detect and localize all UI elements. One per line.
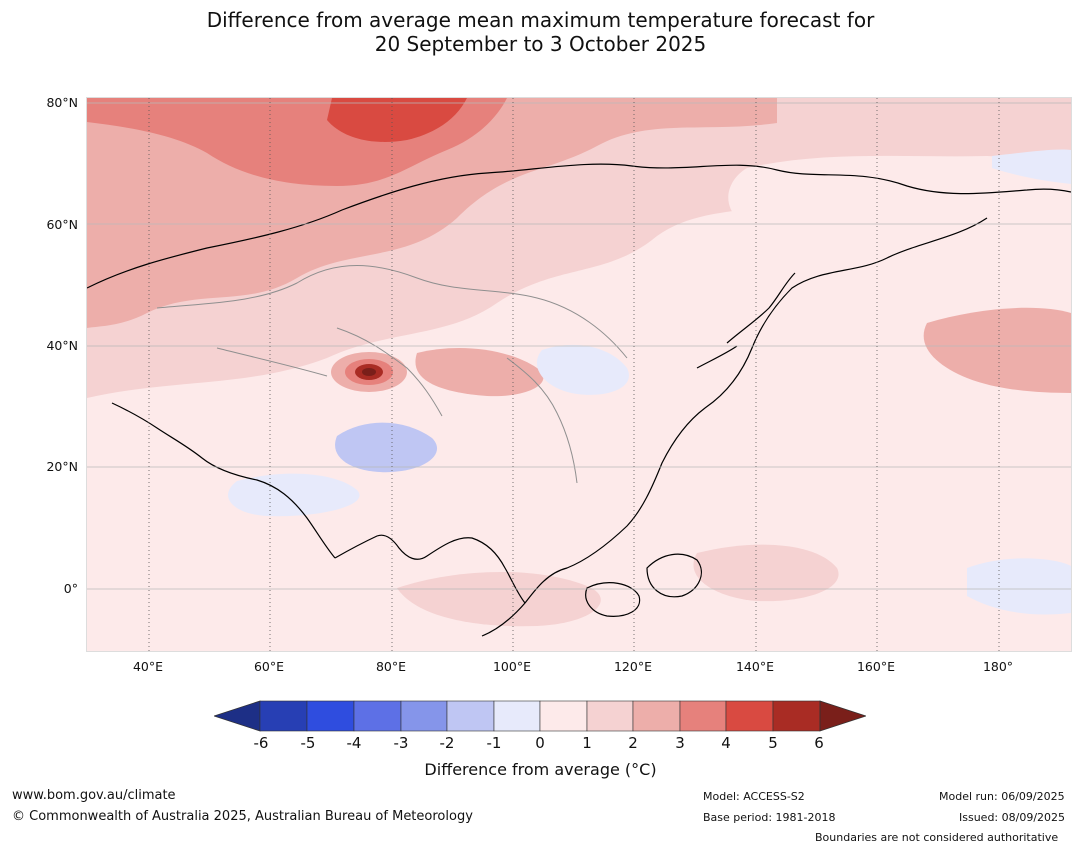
longitude-label-60e: 60°E bbox=[253, 659, 285, 674]
colorbar-segment--5 bbox=[306, 700, 355, 732]
japan-coastline bbox=[696, 272, 796, 369]
asia-coastline bbox=[87, 163, 1071, 637]
longitude-label-40e: 40°E bbox=[132, 659, 164, 674]
map-title: Difference from average mean maximum tem… bbox=[0, 8, 1081, 56]
colorbar-segment-4 bbox=[725, 700, 774, 732]
longitude-label-180: 180° bbox=[982, 659, 1014, 674]
forecast-map bbox=[86, 97, 1072, 652]
maritime-continent-warm-region bbox=[693, 544, 839, 602]
india-cool-region bbox=[335, 422, 438, 473]
indian-ocean-warm-region bbox=[397, 571, 601, 627]
latitude-label-40n: 40°N bbox=[46, 338, 78, 353]
colorbar-segment--3 bbox=[400, 700, 448, 732]
title-line-1: Difference from average mean maximum tem… bbox=[206, 8, 875, 32]
latitude-label-60n: 60°N bbox=[46, 217, 78, 232]
colorbar-segment-5 bbox=[772, 700, 821, 732]
issued-text: Issued: 08/09/2025 bbox=[959, 811, 1066, 824]
colorbar-segment-2 bbox=[632, 700, 681, 732]
colorbar-segment--1 bbox=[493, 700, 541, 732]
colorbar-tick-5: 5 bbox=[768, 734, 778, 752]
colorbar-label: Difference from average (°C) bbox=[424, 760, 657, 779]
colorbar-tick-3: 3 bbox=[675, 734, 685, 752]
latitude-label-80n: 80°N bbox=[46, 95, 78, 110]
colorbar-tick-6: 6 bbox=[814, 734, 824, 752]
latitude-label-20n: 20°N bbox=[46, 459, 78, 474]
title-line-2: 20 September to 3 October 2025 bbox=[374, 32, 707, 56]
colorbar-segment--2 bbox=[446, 700, 495, 732]
copyright-text: © Commonwealth of Australia 2025, Austra… bbox=[12, 809, 473, 824]
colorbar-tick-minus-2: -2 bbox=[439, 734, 455, 752]
map-svg bbox=[87, 98, 1071, 651]
arctic-hot-region bbox=[327, 98, 467, 142]
colorbar-tick-2: 2 bbox=[628, 734, 638, 752]
arabian-sea-cool-region bbox=[228, 473, 360, 517]
colorbar-segment-1 bbox=[586, 700, 634, 732]
longitude-label-100e: 100°E bbox=[492, 659, 531, 674]
north-pacific-warm-region bbox=[923, 307, 1071, 393]
east-siberia-neutral-region bbox=[728, 155, 1071, 246]
himalaya-hotspot bbox=[362, 368, 376, 376]
meridians bbox=[148, 98, 1000, 651]
longitude-label-80e: 80°E bbox=[375, 659, 407, 674]
colorbar-segment-3 bbox=[679, 700, 727, 732]
colorbar-tick-minus-5: -5 bbox=[300, 734, 316, 752]
colorbar-tick-minus-6: -6 bbox=[253, 734, 269, 752]
latitude-label-equator: 0° bbox=[63, 581, 78, 596]
colorbar-tick-0: 0 bbox=[535, 734, 545, 752]
model-run-text: Model run: 06/09/2025 bbox=[939, 790, 1065, 803]
colorbar-tick-minus-4: -4 bbox=[346, 734, 362, 752]
north-pacific-cool-region bbox=[992, 149, 1071, 184]
colorbar-segment--4 bbox=[353, 700, 402, 732]
longitude-label-140e: 140°E bbox=[735, 659, 774, 674]
colorbar-low-triangle bbox=[212, 700, 261, 732]
colorbar-tick-4: 4 bbox=[721, 734, 731, 752]
equatorial-cool-region bbox=[967, 558, 1071, 615]
colorbar-svg bbox=[212, 700, 868, 732]
central-asia-warm-region bbox=[415, 348, 544, 397]
borneo-coastline bbox=[585, 553, 702, 617]
colorbar-tick-minus-1: -1 bbox=[486, 734, 502, 752]
colorbar-segment--6 bbox=[259, 700, 308, 732]
colorbar-tick-minus-3: -3 bbox=[393, 734, 409, 752]
boundaries-note: Boundaries are not considered authoritat… bbox=[815, 831, 1059, 844]
website-text: www.bom.gov.au/climate bbox=[12, 788, 176, 803]
colorbar-high-triangle bbox=[819, 700, 868, 732]
base-period-text: Base period: 1981-2018 bbox=[703, 811, 836, 824]
temperature-colorbar bbox=[212, 700, 868, 732]
north-china-cool-region bbox=[536, 344, 629, 395]
longitude-label-120e: 120°E bbox=[613, 659, 652, 674]
colorbar-tick-1: 1 bbox=[582, 734, 592, 752]
longitude-label-160e: 160°E bbox=[856, 659, 895, 674]
colorbar-segment-0 bbox=[539, 700, 588, 732]
national-borders bbox=[156, 265, 628, 484]
model-text: Model: ACCESS-S2 bbox=[703, 790, 805, 803]
parallels bbox=[87, 102, 1071, 590]
